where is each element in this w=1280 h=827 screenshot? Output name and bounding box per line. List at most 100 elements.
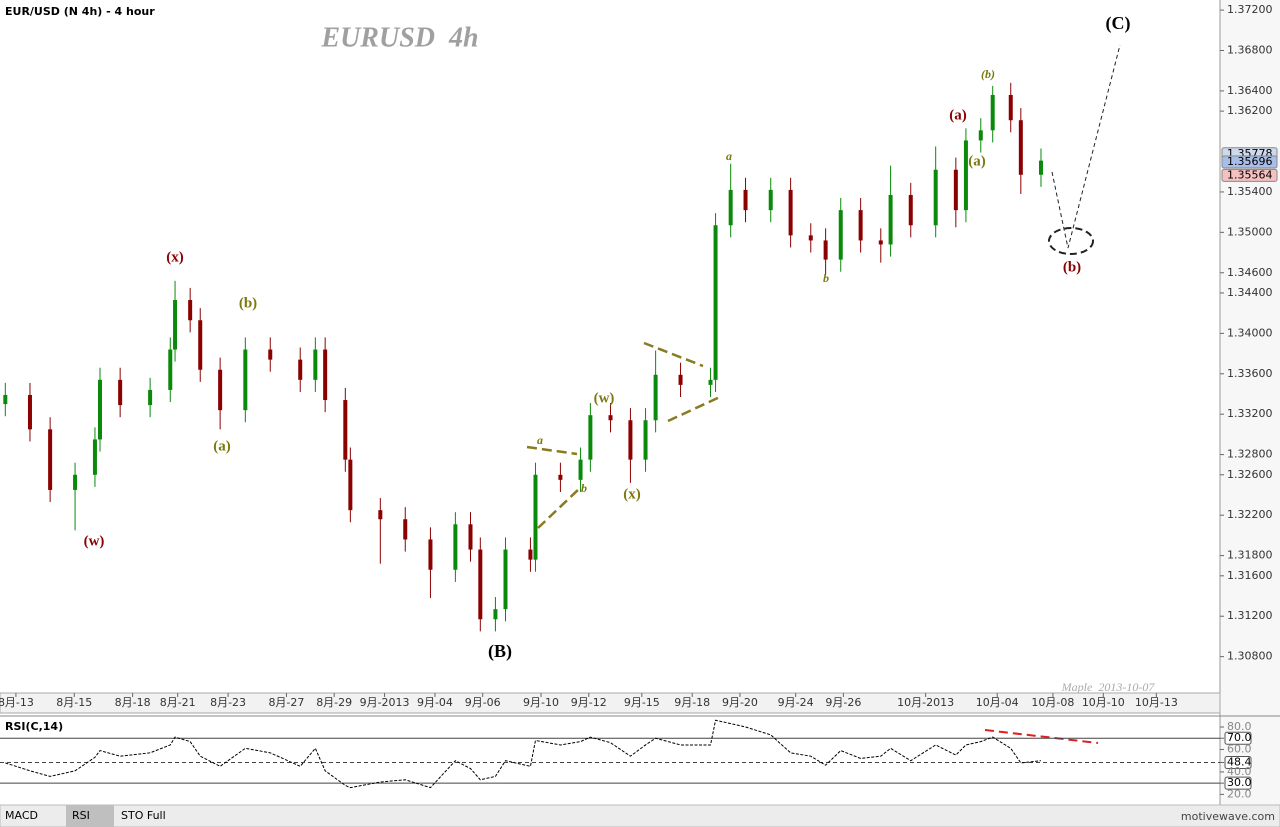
price-axis-bg <box>1220 0 1280 805</box>
candle-body <box>118 379 123 406</box>
x-tick-label: 9月-20 <box>722 696 758 709</box>
y-tick-label: 20.0 <box>1227 787 1252 800</box>
x-tick-label: 8月-18 <box>115 696 151 709</box>
wave-label: (w) <box>84 533 105 549</box>
date-axis-bg <box>0 692 1221 714</box>
wave-label: (w) <box>594 390 615 406</box>
x-tick-label: 9月-26 <box>825 696 861 709</box>
price-marker <box>1221 168 1278 182</box>
candle-body <box>1038 160 1043 175</box>
y-tick-label: 1.35000 <box>1227 225 1273 238</box>
y-tick-label: 1.31600 <box>1227 569 1273 582</box>
candle-body <box>713 225 718 380</box>
y-tick-label: 40.0 <box>1227 765 1252 778</box>
watermark: Maple 2013-10-07 <box>1061 680 1156 694</box>
tab[interactable]: MACD <box>5 809 38 822</box>
y-tick-label: 80.0 <box>1227 720 1252 733</box>
candle-body <box>678 374 683 385</box>
candle-body <box>3 394 8 405</box>
candle-body <box>218 369 223 411</box>
x-tick-label: 9月-2013 <box>360 696 410 709</box>
candle-body <box>653 374 658 421</box>
y-tick-label: 1.30800 <box>1227 650 1273 663</box>
candle-body <box>323 349 328 401</box>
trendline <box>643 341 704 368</box>
candle-body <box>578 459 583 480</box>
candle-body <box>378 510 383 520</box>
y-tick-label: 1.37200 <box>1227 3 1273 16</box>
wave-label: (x) <box>166 249 184 265</box>
y-tick-label: 1.33600 <box>1227 367 1273 380</box>
y-tick-label: 1.31800 <box>1227 549 1273 562</box>
wave-label: (b) <box>981 67 995 81</box>
candle-body <box>1008 94 1013 121</box>
candle-body <box>348 459 353 511</box>
candle-body <box>27 394 32 430</box>
y-tick-label: 1.34400 <box>1227 286 1273 299</box>
wave-label: a <box>726 149 732 163</box>
candle-body <box>628 420 633 460</box>
candle-body <box>823 240 828 260</box>
y-tick-label: 1.34600 <box>1227 266 1273 279</box>
x-tick-label: 10月-10 <box>1082 696 1125 709</box>
candle-body <box>933 169 938 226</box>
candle-body <box>588 415 593 460</box>
wave-label: (b) <box>239 295 257 311</box>
price-marker-label: 1.35696 <box>1227 155 1273 168</box>
candle-body <box>533 474 538 560</box>
tab-bar <box>0 804 1280 827</box>
candle-body <box>608 415 613 421</box>
level-box <box>1224 755 1252 769</box>
y-tick-label: 1.36800 <box>1227 44 1273 57</box>
wave-label: b <box>823 271 829 285</box>
candle-body <box>148 389 153 406</box>
candle-body <box>343 400 348 460</box>
x-tick-label: 9月-06 <box>465 696 501 709</box>
trendline <box>537 487 581 529</box>
x-tick-label: 8月-27 <box>268 696 304 709</box>
candle-body <box>268 349 273 360</box>
projection <box>1048 44 1121 255</box>
x-tick-label: 8月-15 <box>56 696 92 709</box>
trendline <box>526 445 578 456</box>
candle-body <box>493 609 498 620</box>
candle-body <box>858 210 863 241</box>
candle-body <box>838 210 843 260</box>
x-tick-label: 10月-04 <box>976 696 1019 709</box>
y-tick-label: 30.0 <box>1227 776 1252 789</box>
wave-label: (a) <box>949 107 967 123</box>
wave-label: (B) <box>488 641 512 662</box>
candle-body <box>403 519 408 540</box>
wave-label: (a) <box>213 438 231 454</box>
candle-body <box>643 420 648 460</box>
wave-label: a <box>537 433 543 447</box>
divergence-line <box>984 729 1099 744</box>
candle-body <box>990 94 995 131</box>
wave-label: (C) <box>1106 13 1131 34</box>
y-tick-label: 1.32800 <box>1227 448 1273 461</box>
tab[interactable]: RSI <box>72 809 90 822</box>
candle-body <box>1018 120 1023 175</box>
candle-body <box>92 439 97 475</box>
tab[interactable]: STO Full <box>121 809 166 822</box>
candle-body <box>503 549 508 610</box>
x-tick-label: 9月-12 <box>571 696 607 709</box>
candle-body <box>188 300 193 321</box>
x-tick-label: 8月-21 <box>160 696 196 709</box>
x-tick-label: 9月-15 <box>624 696 660 709</box>
tab-active-bg <box>66 805 114 827</box>
candle-body <box>728 189 733 226</box>
y-tick-label: 1.36200 <box>1227 104 1273 117</box>
header: EUR/USD (N 4h) - 4 hour <box>5 5 155 18</box>
candle-body <box>708 379 713 385</box>
candle-body <box>478 549 483 620</box>
candle-body <box>908 194 913 226</box>
candle-body <box>963 140 968 211</box>
x-tick-label: 10月-08 <box>1031 696 1074 709</box>
candle-body <box>953 169 958 211</box>
candle-body <box>768 189 773 211</box>
candle-body <box>558 474 563 480</box>
x-tick-label: 8月-29 <box>316 696 352 709</box>
candle-body <box>808 235 813 241</box>
